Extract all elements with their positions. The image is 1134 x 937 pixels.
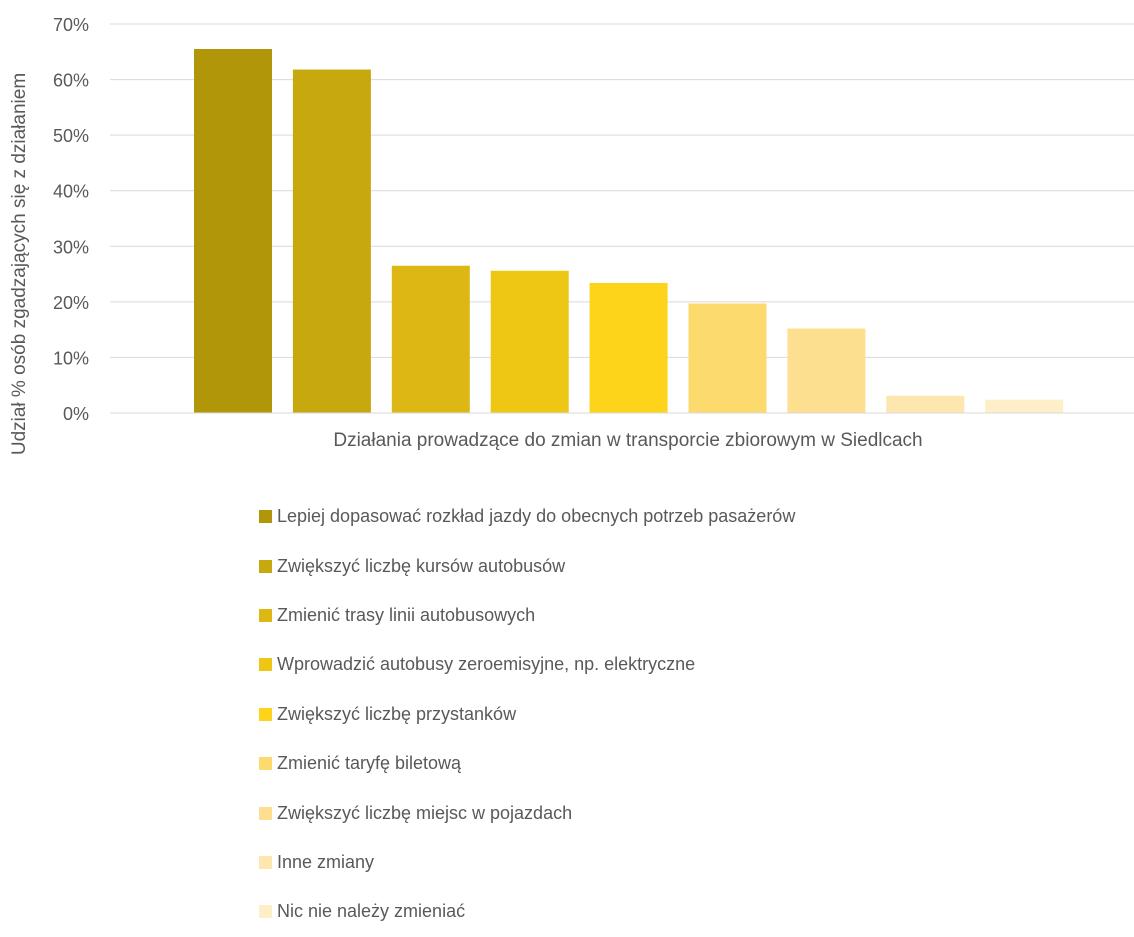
bar	[787, 328, 866, 413]
x-axis-title: Działania prowadzące do zmian w transpor…	[333, 430, 922, 451]
legend-label: Zmienić trasy linii autobusowych	[277, 604, 536, 625]
legend-label: Zwiększyć liczbę kursów autobusów	[277, 555, 566, 576]
legend-label: Zwiększyć liczbę miejsc w pojazdach	[277, 802, 573, 823]
bar	[194, 49, 272, 413]
legend-swatch	[259, 658, 272, 672]
y-tick-label: 20%	[53, 293, 89, 313]
y-tick-label: 30%	[53, 237, 89, 257]
legend-swatch	[259, 559, 272, 573]
legend-item: Zmienić trasy linii autobusowych	[259, 591, 795, 640]
legend-item: Zwiększyć liczbę kursów autobusów	[259, 541, 795, 590]
legend-label: Lepiej dopasować rozkład jazdy do obecny…	[277, 506, 796, 527]
legend-item: Inne zmiany	[259, 838, 795, 887]
chart-plot: 0% 10% 20% 30% 40% 50% 60% 70% Udział % osób zg…	[9, 15, 1134, 455]
y-tick-label: 10%	[53, 348, 89, 368]
bar	[589, 282, 668, 413]
legend-item: Lepiej dopasować rozkład jazdy do obecny…	[259, 492, 795, 541]
legend-swatch	[259, 905, 272, 919]
y-axis-title: Udział % osób zgadzających się z działan…	[9, 73, 30, 455]
bar	[688, 303, 767, 413]
gridlines	[110, 23, 1134, 358]
legend-label: Nic nie należy zmieniać	[277, 901, 466, 922]
legend: Lepiej dopasować rozkład jazdy do obecny…	[259, 492, 795, 937]
y-axis-ticks: 0% 10% 20% 30% 40% 50% 60% 70%	[53, 15, 89, 424]
y-tick-label: 60%	[53, 71, 89, 91]
bars	[194, 49, 1064, 413]
legend-item: Zwiększyć liczbę przystanków	[259, 690, 795, 739]
bar	[985, 399, 1064, 413]
bar	[391, 265, 470, 413]
legend-label: Zwiększyć liczbę przystanków	[277, 703, 517, 724]
bar	[292, 69, 371, 413]
legend-item: Zmienić taryfę biletową	[259, 739, 795, 788]
legend-swatch	[259, 510, 272, 524]
y-tick-label: 0%	[63, 404, 89, 424]
y-tick-label: 70%	[53, 15, 89, 35]
legend-item: Zwiększyć liczbę miejsc w pojazdach	[259, 788, 795, 837]
legend-swatch	[259, 608, 272, 622]
legend-swatch	[259, 707, 272, 721]
y-tick-label: 40%	[53, 182, 89, 202]
y-tick-label: 50%	[53, 126, 89, 146]
legend-swatch	[259, 757, 272, 771]
legend-item: Nic nie należy zmieniać	[259, 887, 795, 936]
legend-label: Inne zmiany	[277, 851, 375, 872]
legend-swatch	[259, 855, 272, 869]
bar	[490, 270, 569, 413]
bar	[886, 395, 965, 413]
legend-item: Wprowadzić autobusy zeroemisyjne, np. el…	[259, 640, 795, 689]
legend-label: Zmienić taryfę biletową	[277, 753, 462, 774]
legend-swatch	[259, 806, 272, 820]
legend-label: Wprowadzić autobusy zeroemisyjne, np. el…	[277, 654, 696, 675]
